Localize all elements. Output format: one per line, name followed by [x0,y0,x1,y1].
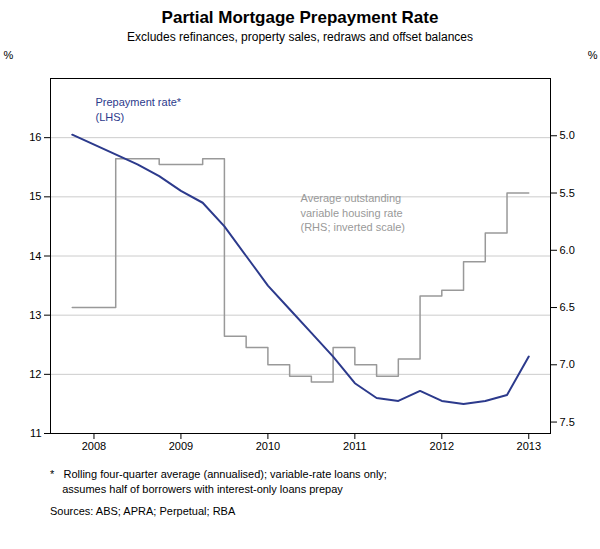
html-text:Sources: ABS; APRA; Perpetual;: Sources: ABS; APRA; Perpetual; RBA [50,504,236,517]
svg-text:2012: 2012 [430,440,454,452]
svg-text:2013: 2013 [517,440,541,452]
svg-text:12: 12 [29,368,41,380]
svg-text:2009: 2009 [169,440,193,452]
svg-text:14: 14 [29,250,41,262]
svg-text:6.0: 6.0 [560,244,575,256]
svg-text:%: % [4,49,14,61]
html-text:Partial Mortgage Prepayment Ra: Partial Mortgage Prepayment Rate [161,8,439,27]
svg-text:Average outstandingvariable ho: Average outstandingvariable housing rate… [301,192,406,233]
svg-text:13: 13 [29,309,41,321]
svg-text:2008: 2008 [82,440,106,452]
svg-text:11: 11 [30,427,41,439]
svg-text:2010: 2010 [256,440,280,452]
svg-text:7.5: 7.5 [560,416,575,428]
svg-text:Prepayment rate*(LHS): Prepayment rate*(LHS) [96,96,182,122]
svg-text:15: 15 [29,190,41,202]
svg-text:16: 16 [29,131,41,143]
svg-text:%: % [588,49,598,61]
svg-text:2011: 2011 [343,440,367,452]
svg-text:5.0: 5.0 [560,129,575,141]
svg-text:6.5: 6.5 [560,301,575,313]
svg-text:7.0: 7.0 [560,358,575,370]
html-text:Excludes refinances, property: Excludes refinances, property sales, red… [127,30,473,44]
html-text:* Rolling four-quarter average: * Rolling four-quarter average (annualis… [50,468,387,495]
svg-text:5.5: 5.5 [560,187,575,199]
